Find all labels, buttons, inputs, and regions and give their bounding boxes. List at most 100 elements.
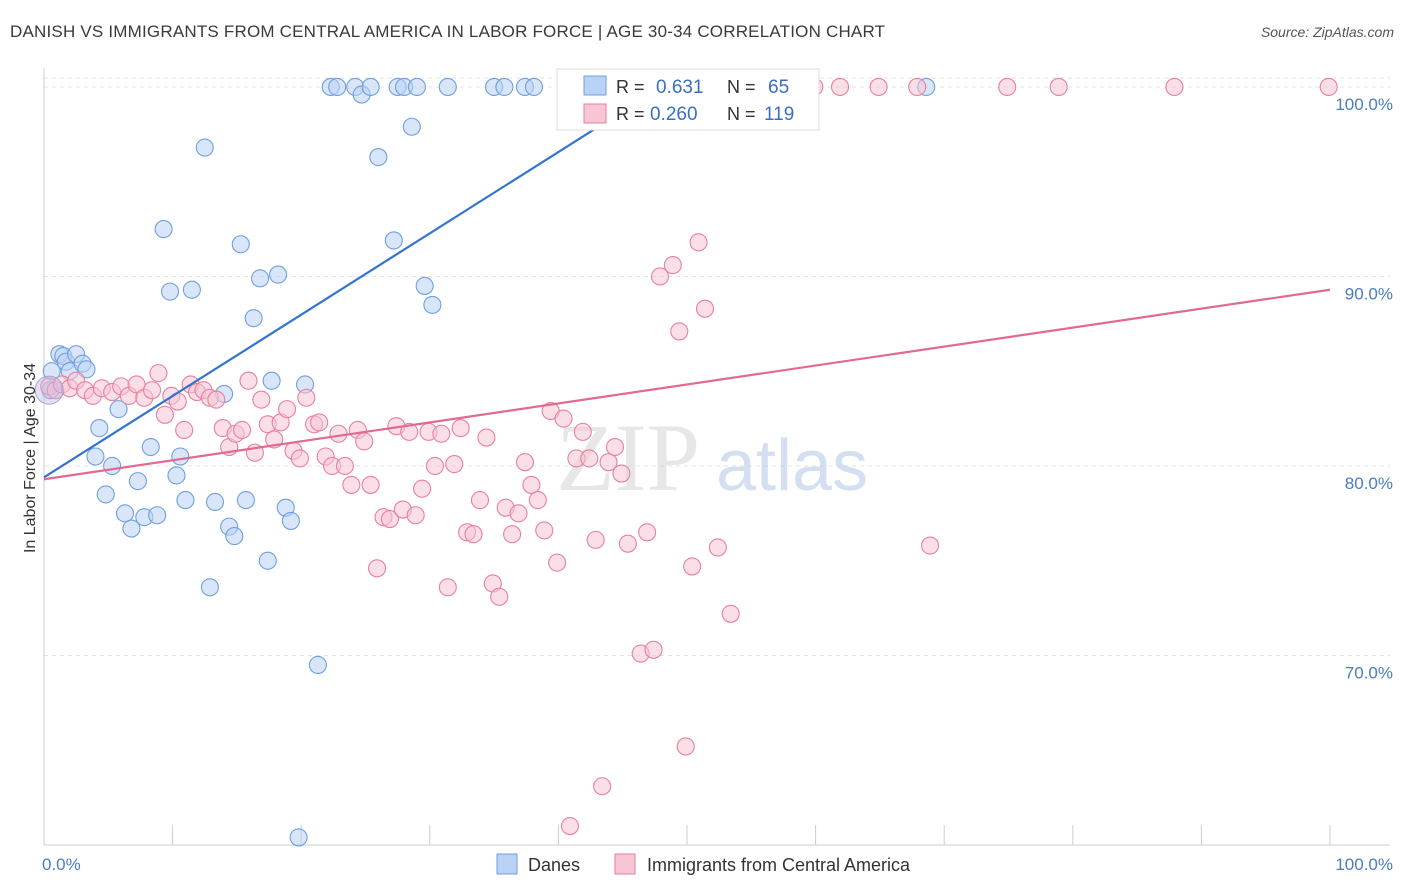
point-series0-38 <box>269 265 288 284</box>
y-tick-label-80: 80.0% <box>1345 474 1393 493</box>
point-series1-28 <box>239 371 258 390</box>
point-series1-57 <box>425 456 444 476</box>
point-series1-60 <box>445 455 464 474</box>
point-series1-61 <box>451 419 470 438</box>
point-series0-25 <box>182 280 201 299</box>
point-series1-63 <box>464 525 483 544</box>
point-series1-48 <box>368 559 387 578</box>
point-series1-43 <box>335 456 354 476</box>
point-series0-48 <box>361 77 380 97</box>
point-series0-27 <box>200 578 219 597</box>
point-series1-42 <box>329 424 348 443</box>
point-series1-18 <box>175 420 194 440</box>
legend-n-value-1: 65 <box>768 77 789 98</box>
point-series1-78 <box>560 816 580 836</box>
point-series1-96 <box>689 233 708 252</box>
point-series0-28 <box>205 492 225 512</box>
point-series0-20 <box>154 220 173 239</box>
point-series1-72 <box>522 475 541 494</box>
point-series1-23 <box>207 390 226 409</box>
y-tick-label-70: 70.0% <box>1345 663 1393 682</box>
legend-r-label-2: R = <box>616 104 645 124</box>
legend-r-label-1: R = <box>616 77 645 97</box>
point-series1-87 <box>618 534 637 553</box>
point-series0-61 <box>524 77 544 97</box>
gridlines <box>44 77 1390 656</box>
watermark-atlas: atlas <box>716 426 868 506</box>
point-series1-81 <box>580 449 599 468</box>
y-axis-title: In Labor Force | Age 30-34 <box>22 363 39 553</box>
tick-labels: 70.0% 80.0% 90.0% 100.0% 0.0% 100.0% <box>42 95 1393 874</box>
point-series1-44 <box>342 475 361 494</box>
axes <box>43 68 1390 846</box>
point-series0-57 <box>438 77 457 97</box>
point-series0-55 <box>415 276 434 295</box>
point-series0-22 <box>167 466 186 485</box>
point-series0-36 <box>258 551 277 570</box>
point-series1-54 <box>406 506 425 525</box>
point-series1-64 <box>470 491 490 510</box>
point-series1-69 <box>503 525 522 544</box>
point-series1-99 <box>721 604 740 623</box>
point-series1-39 <box>310 413 329 432</box>
point-series0-40 <box>281 511 300 530</box>
point-series1-105 <box>830 77 850 97</box>
point-series1-70 <box>509 504 528 523</box>
watermark: ZIP atlas <box>556 404 868 511</box>
point-series1-85 <box>605 437 625 457</box>
point-series0-19 <box>148 506 167 525</box>
point-series0-49 <box>369 148 388 167</box>
point-series1-50 <box>380 509 399 529</box>
point-series0-34 <box>244 309 263 328</box>
point-series0-41 <box>289 828 308 847</box>
point-series1-83 <box>593 777 612 796</box>
series-legend: Danes Immigrants from Central America <box>496 853 911 875</box>
point-series1-73 <box>528 491 547 510</box>
point-series0-50 <box>384 231 403 250</box>
point-series0-18 <box>141 437 160 457</box>
point-series0-37 <box>262 371 281 390</box>
point-cluster-origin <box>34 375 64 405</box>
point-series1-89 <box>638 523 657 542</box>
x-tick-label-min: 0.0% <box>42 855 81 874</box>
point-series1-67 <box>490 587 509 606</box>
point-series1-98 <box>708 538 727 557</box>
point-series1-15 <box>155 405 174 424</box>
point-series1-30 <box>252 390 271 409</box>
point-series1-112 <box>1319 77 1338 97</box>
y-tick-label-100: 100.0% <box>1335 95 1393 114</box>
point-series0-31 <box>225 527 244 546</box>
point-series0-11 <box>96 485 115 504</box>
trend-lines <box>43 86 1331 481</box>
legend-n-value-2: 119 <box>764 104 794 125</box>
trend-line-series1 <box>43 288 1331 481</box>
point-series1-71 <box>515 453 535 472</box>
point-series1-13 <box>142 381 162 400</box>
point-series1-92 <box>663 256 682 275</box>
point-series0-12 <box>103 456 122 476</box>
legend-r-value-1: 0.631 <box>656 77 704 98</box>
point-series1-94 <box>676 737 695 756</box>
point-series1-97 <box>695 299 715 318</box>
legend-n-label-2: N = <box>727 104 756 124</box>
point-series1-53 <box>400 422 419 441</box>
point-series1-14 <box>149 364 168 383</box>
point-series1-106 <box>869 77 888 97</box>
y-tick-label-90: 90.0% <box>1345 284 1393 303</box>
legend-label-central-america: Immigrants from Central America <box>647 855 911 875</box>
point-series0-54 <box>407 77 426 97</box>
point-series1-27 <box>232 420 252 440</box>
point-series0-16 <box>128 472 147 491</box>
point-series0-32 <box>231 235 250 254</box>
point-series0-35 <box>250 269 270 288</box>
point-series1-76 <box>548 553 567 572</box>
legend-swatch-danes <box>583 75 607 96</box>
legend-r-value-2: 0.260 <box>650 104 698 125</box>
point-series0-33 <box>236 491 255 510</box>
point-series1-84 <box>599 453 618 472</box>
point-series1-36 <box>290 449 309 468</box>
correlation-legend: R = 0.631 N = 65 R = 0.260 N = 119 <box>556 68 820 131</box>
legend-n-label-1: N = <box>727 77 756 97</box>
point-series0-56 <box>423 295 442 314</box>
